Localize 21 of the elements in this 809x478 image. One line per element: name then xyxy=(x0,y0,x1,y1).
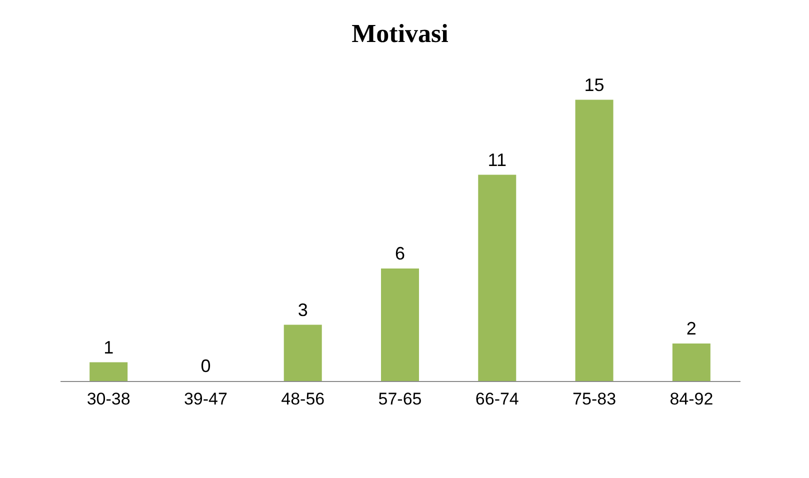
x-tick-label: 39-47 xyxy=(184,390,228,408)
data-label: 2 xyxy=(686,318,696,338)
data-label: 1 xyxy=(104,337,114,358)
data-label: 11 xyxy=(488,150,506,170)
data-label: 6 xyxy=(394,244,406,264)
chart-title: Motivasi xyxy=(352,18,448,48)
bar xyxy=(575,100,614,381)
bar xyxy=(672,344,710,381)
x-tick-label: 57-65 xyxy=(378,390,422,408)
x-tick-label: 66-74 xyxy=(475,390,519,408)
bar xyxy=(478,174,516,381)
x-tick-label: 75-83 xyxy=(572,390,616,408)
data-label: 15 xyxy=(584,74,604,95)
data-label: 3 xyxy=(298,300,308,320)
data-label: 0 xyxy=(200,356,211,376)
x-tick-label: 84-92 xyxy=(670,390,714,408)
bar xyxy=(90,362,128,381)
x-tick-label: 30-38 xyxy=(86,390,130,408)
bar xyxy=(381,268,419,381)
bar xyxy=(284,324,322,381)
x-tick-label: 48-56 xyxy=(281,390,325,408)
